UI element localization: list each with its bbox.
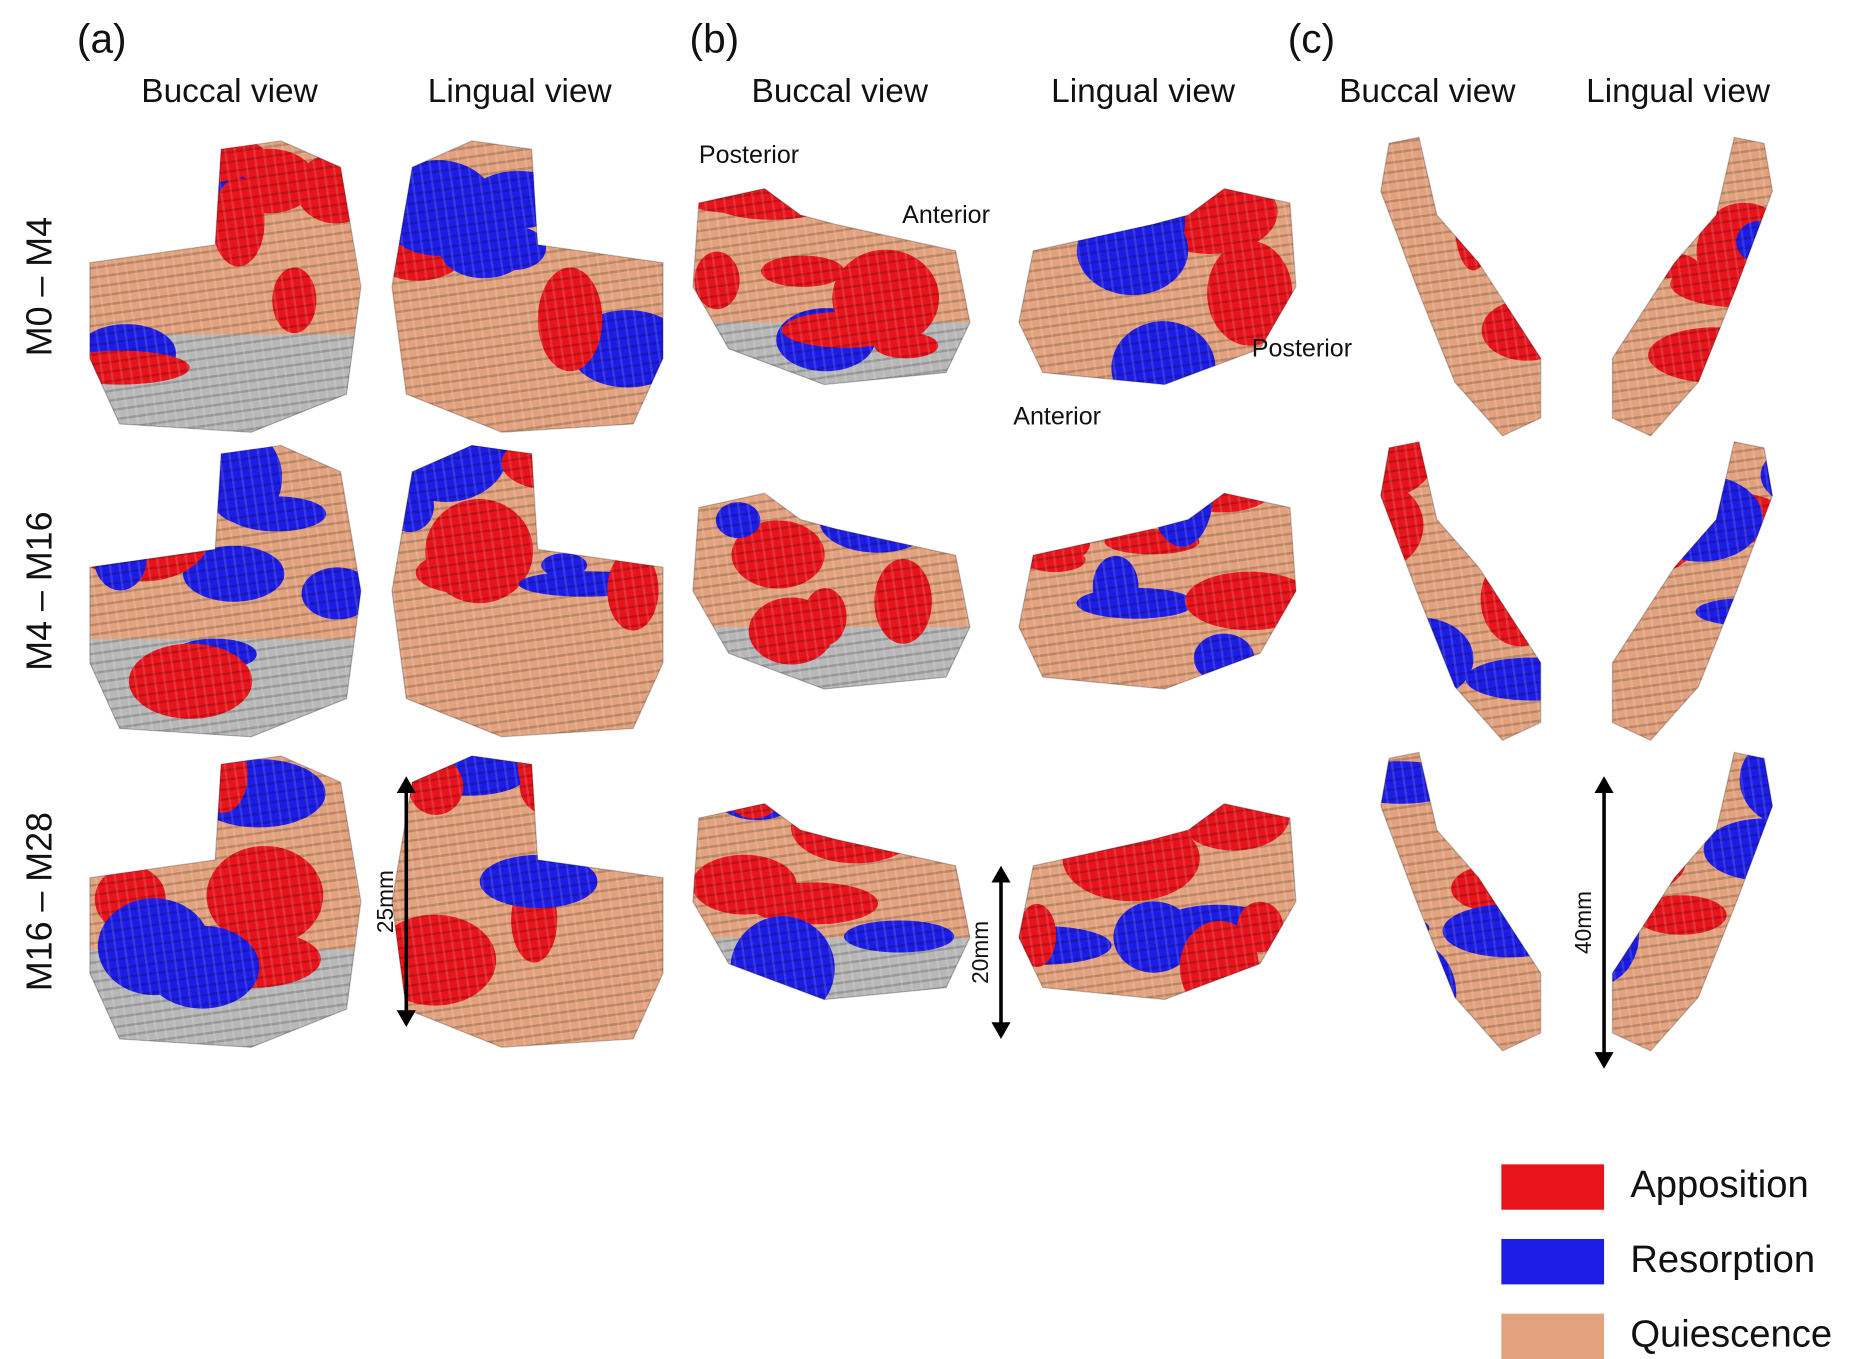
remodeling-patch (895, 156, 935, 187)
voxel-texture (693, 804, 970, 1000)
remodeling-patch (1476, 772, 1515, 814)
voxel-render (1559, 442, 1847, 741)
view-heading: Buccal view (752, 73, 929, 110)
remodeling-patch (1298, 542, 1410, 624)
remodeling-patch (852, 467, 954, 527)
voxel-texture (1381, 752, 1541, 1051)
voxel-texture (1612, 442, 1772, 741)
voxel-render (373, 708, 663, 1048)
remodeling-patch (1568, 788, 1659, 888)
voxel-render (1522, 724, 1843, 1051)
remodeling-patch (1570, 455, 1635, 520)
voxel-render (681, 156, 991, 442)
remodeling-patch (1561, 495, 1672, 566)
voxel-texture (90, 445, 361, 736)
remodeling-patch (1646, 724, 1693, 825)
remodeling-patch (1576, 144, 1711, 220)
legend-label: Apposition (1630, 1163, 1808, 1206)
annotation: Posterior (1252, 335, 1352, 363)
row-label: M16 – M28 (20, 812, 60, 991)
legend-label: Quiescence (1630, 1312, 1832, 1355)
voxel-texture (90, 141, 361, 432)
legend-swatch (1501, 1164, 1604, 1209)
remodeling-patch (1625, 183, 1703, 210)
voxel-render (681, 432, 991, 746)
voxel-render (1576, 137, 1809, 436)
voxel-texture (392, 141, 663, 432)
view-heading: Buccal view (1339, 73, 1516, 110)
remodeling-patch (57, 728, 161, 834)
voxel-texture (392, 756, 663, 1047)
remodeling-patch (1456, 131, 1509, 195)
row-label: M0 – M4 (20, 217, 60, 356)
remodeling-patch (1549, 832, 1604, 896)
view-heading: Buccal view (141, 73, 318, 110)
voxel-texture (1019, 493, 1296, 689)
annotation: Anterior (902, 201, 990, 229)
voxel-render (971, 782, 1296, 1014)
annotation: Posterior (699, 141, 799, 169)
voxel-texture (693, 493, 970, 689)
scale-label: 25mm (372, 870, 398, 933)
page: (a) Buccal view Lingual view (b) Buccal view… (0, 0, 1873, 1359)
remodeling-patch (1722, 312, 1761, 381)
remodeling-patch (1321, 914, 1429, 943)
remodeling-patch (879, 432, 968, 491)
voxel-texture (1612, 752, 1772, 1051)
view-heading: Lingual view (1586, 73, 1771, 110)
view-heading: Lingual view (428, 73, 613, 110)
voxel-render (1015, 120, 1296, 414)
voxel-render (1298, 403, 1597, 741)
remodeling-patch (532, 145, 592, 207)
remodeling-patch (880, 778, 997, 804)
remodeling-patch (1482, 124, 1557, 187)
remodeling-patch (1321, 418, 1381, 489)
remodeling-patch (1500, 841, 1562, 910)
figure: (a) Buccal view Lingual view (b) Buccal view… (0, 0, 1873, 1359)
voxel-render (50, 140, 383, 453)
legend-swatch (1501, 1239, 1604, 1284)
voxel-render (976, 441, 1314, 689)
scale-label: 40mm (1570, 891, 1596, 954)
voxel-texture (392, 445, 663, 736)
remodeling-patch (1592, 166, 1707, 231)
remodeling-patch (1015, 163, 1084, 189)
remodeling-patch (1457, 179, 1590, 253)
remodeling-patch (159, 493, 221, 521)
row-label: M4 – M16 (20, 512, 60, 671)
voxel-render (383, 395, 663, 737)
voxel-render (1318, 124, 1591, 436)
remodeling-patch (1068, 120, 1200, 199)
remodeling-patch (1761, 445, 1847, 506)
remodeling-patch (596, 736, 655, 827)
remodeling-patch (1328, 197, 1384, 276)
remodeling-patch (1321, 428, 1376, 476)
voxel-texture (1019, 804, 1296, 1000)
voxel-texture (1381, 137, 1541, 436)
remodeling-patch (760, 447, 831, 479)
remodeling-patch (1450, 161, 1559, 199)
voxel-render (363, 141, 686, 432)
view-heading: Lingual view (1051, 73, 1236, 110)
remodeling-patch (1522, 836, 1616, 881)
remodeling-patch (1446, 787, 1508, 842)
panel-label: (c) (1288, 16, 1335, 62)
panel-label: (a) (77, 16, 127, 62)
panel-label: (b) (690, 16, 740, 62)
scale-label: 20mm (967, 921, 993, 984)
voxel-texture (90, 756, 361, 1047)
voxel-texture (1381, 442, 1541, 741)
legend-label: Resorption (1630, 1238, 1815, 1281)
remodeling-patch (1559, 471, 1694, 574)
voxel-render (72, 431, 382, 758)
remodeling-patch (887, 751, 1012, 781)
voxel-texture (1612, 137, 1772, 436)
remodeling-patch (1556, 823, 1687, 898)
remodeling-patch (1509, 157, 1582, 216)
annotation: Anterior (1013, 403, 1101, 431)
remodeling-patch (1571, 512, 1634, 556)
legend-swatch (1501, 1314, 1604, 1359)
